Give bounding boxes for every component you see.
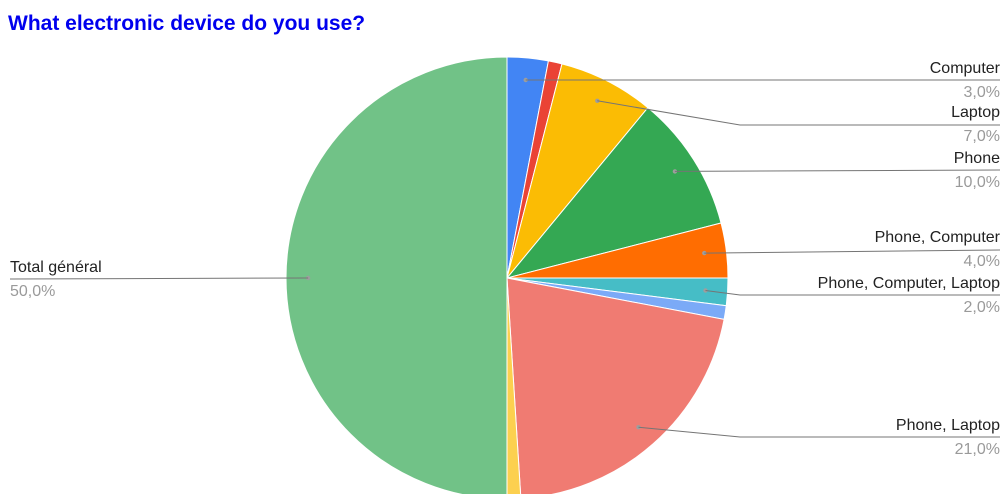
pie-slice-9 [285,56,508,494]
leader-line-5 [705,290,1000,296]
pie-slice-3 [505,107,722,279]
slice-label-4: Phone, Computer [875,229,1001,246]
slice-value-label-9: 50,0% [10,283,55,300]
slice-label-9: Total général [10,259,102,276]
leader-line-3 [674,169,1001,172]
chart-title: What electronic device do you use? [8,12,366,35]
slice-label-2: Laptop [951,104,1000,121]
pie-slices [285,56,729,494]
slice-value-label-7: 21,0% [955,441,1000,458]
leader-line-7 [638,426,1000,438]
leader-line-9 [9,277,309,280]
slice-label-0: Computer [930,60,1001,77]
slice-value-label-5: 2,0% [964,299,1000,316]
slice-label-7: Phone, Laptop [896,417,1000,434]
slice-value-label-4: 4,0% [964,253,1000,270]
pie-slice-8 [506,277,522,494]
slice-labels: Computer 3,0% Laptop 7,0% Phone 10,0% Phone, C… [10,60,1001,458]
slice-label-3: Phone [954,150,1000,167]
slice-value-label-2: 7,0% [964,128,1000,145]
leader-lines [9,77,1001,438]
slice-value-label-0: 3,0% [964,84,1000,101]
leader-line-4 [704,249,1001,254]
slice-label-5: Phone, Computer, Laptop [818,275,1000,292]
leader-line-2 [597,100,1000,126]
pie-slice-7 [506,277,725,494]
slice-value-label-3: 10,0% [955,174,1000,191]
